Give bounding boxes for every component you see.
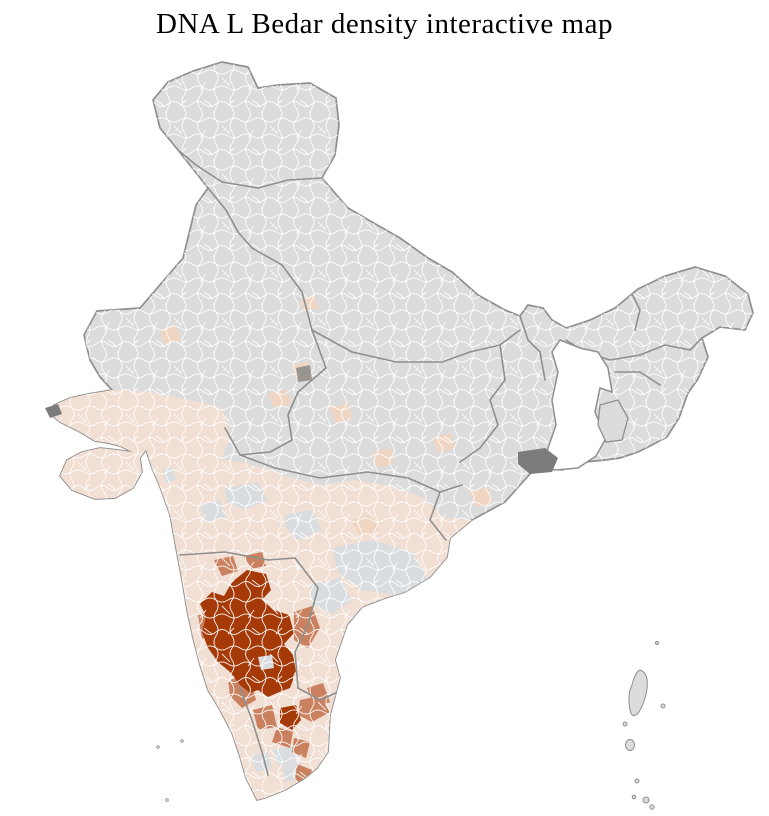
bangladesh-gap xyxy=(542,339,613,471)
state-borders-layer xyxy=(177,149,703,776)
lakshadweep-islands[interactable] xyxy=(156,739,184,802)
tripura-region[interactable] xyxy=(597,399,629,443)
dark-patches xyxy=(45,365,558,474)
page-title: DNA L Bedar density interactive map xyxy=(156,8,613,40)
andaman-nicobar-islands[interactable] xyxy=(622,641,666,810)
